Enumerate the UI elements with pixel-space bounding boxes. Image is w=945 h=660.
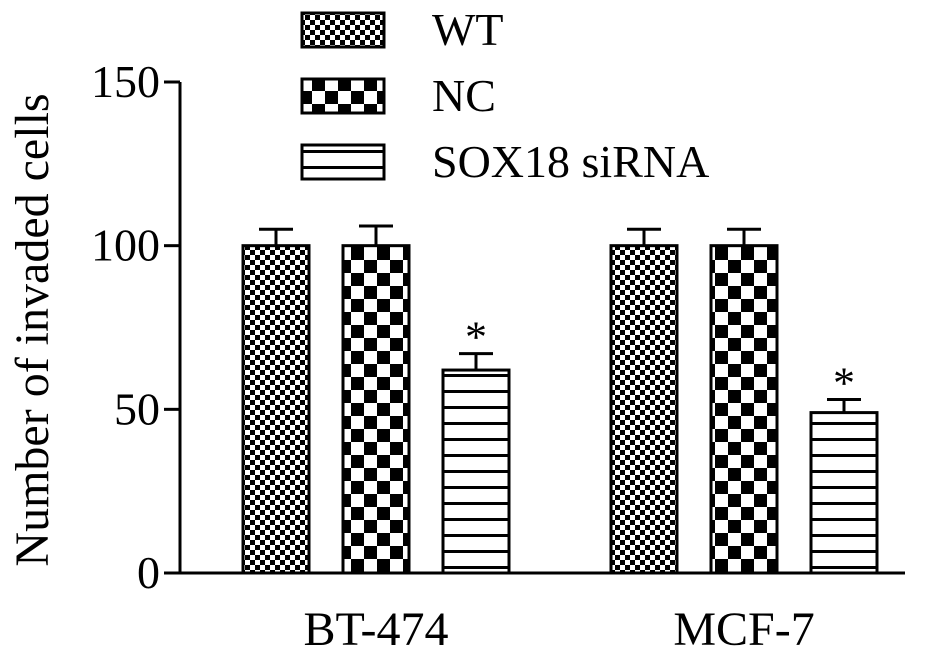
y-axis-label: Number of invaded cells	[6, 93, 59, 566]
x-tick-label-mcf-7: MCF-7	[673, 603, 814, 656]
legend-swatch-nc	[300, 77, 386, 115]
significance-marker-mcf-7: *	[833, 359, 855, 408]
legend-swatch-wt	[300, 11, 386, 49]
y-tick-label: 50	[114, 383, 160, 434]
x-axis: BT-474 MCF-7	[180, 571, 905, 656]
legend-label-wt: WT	[432, 4, 504, 55]
y-tick-label: 100	[91, 220, 160, 271]
bar-sox18-sirna-mcf-7	[809, 411, 879, 575]
legend-label-nc: NC	[432, 70, 496, 121]
bar-sox18-sirna-bt-474	[441, 368, 511, 575]
bar-nc-bt-474	[341, 244, 411, 575]
bar-nc-mcf-7	[709, 244, 779, 575]
y-tick-label: 150	[91, 56, 160, 107]
significance-marker-bt-474: *	[465, 313, 487, 362]
x-tick-label-bt-474: BT-474	[304, 603, 449, 656]
legend-swatch-sox18-sirna	[300, 143, 386, 181]
bar-wt-bt-474	[241, 244, 311, 575]
bars-group: **	[241, 224, 879, 575]
y-axis: 0 50 100 150	[91, 56, 182, 598]
legend: WT NC SOX18 siRNA	[300, 4, 709, 187]
y-tick-label: 0	[137, 547, 160, 598]
bar-wt-mcf-7	[609, 244, 679, 575]
legend-label-sox18-sirna: SOX18 siRNA	[432, 136, 709, 187]
